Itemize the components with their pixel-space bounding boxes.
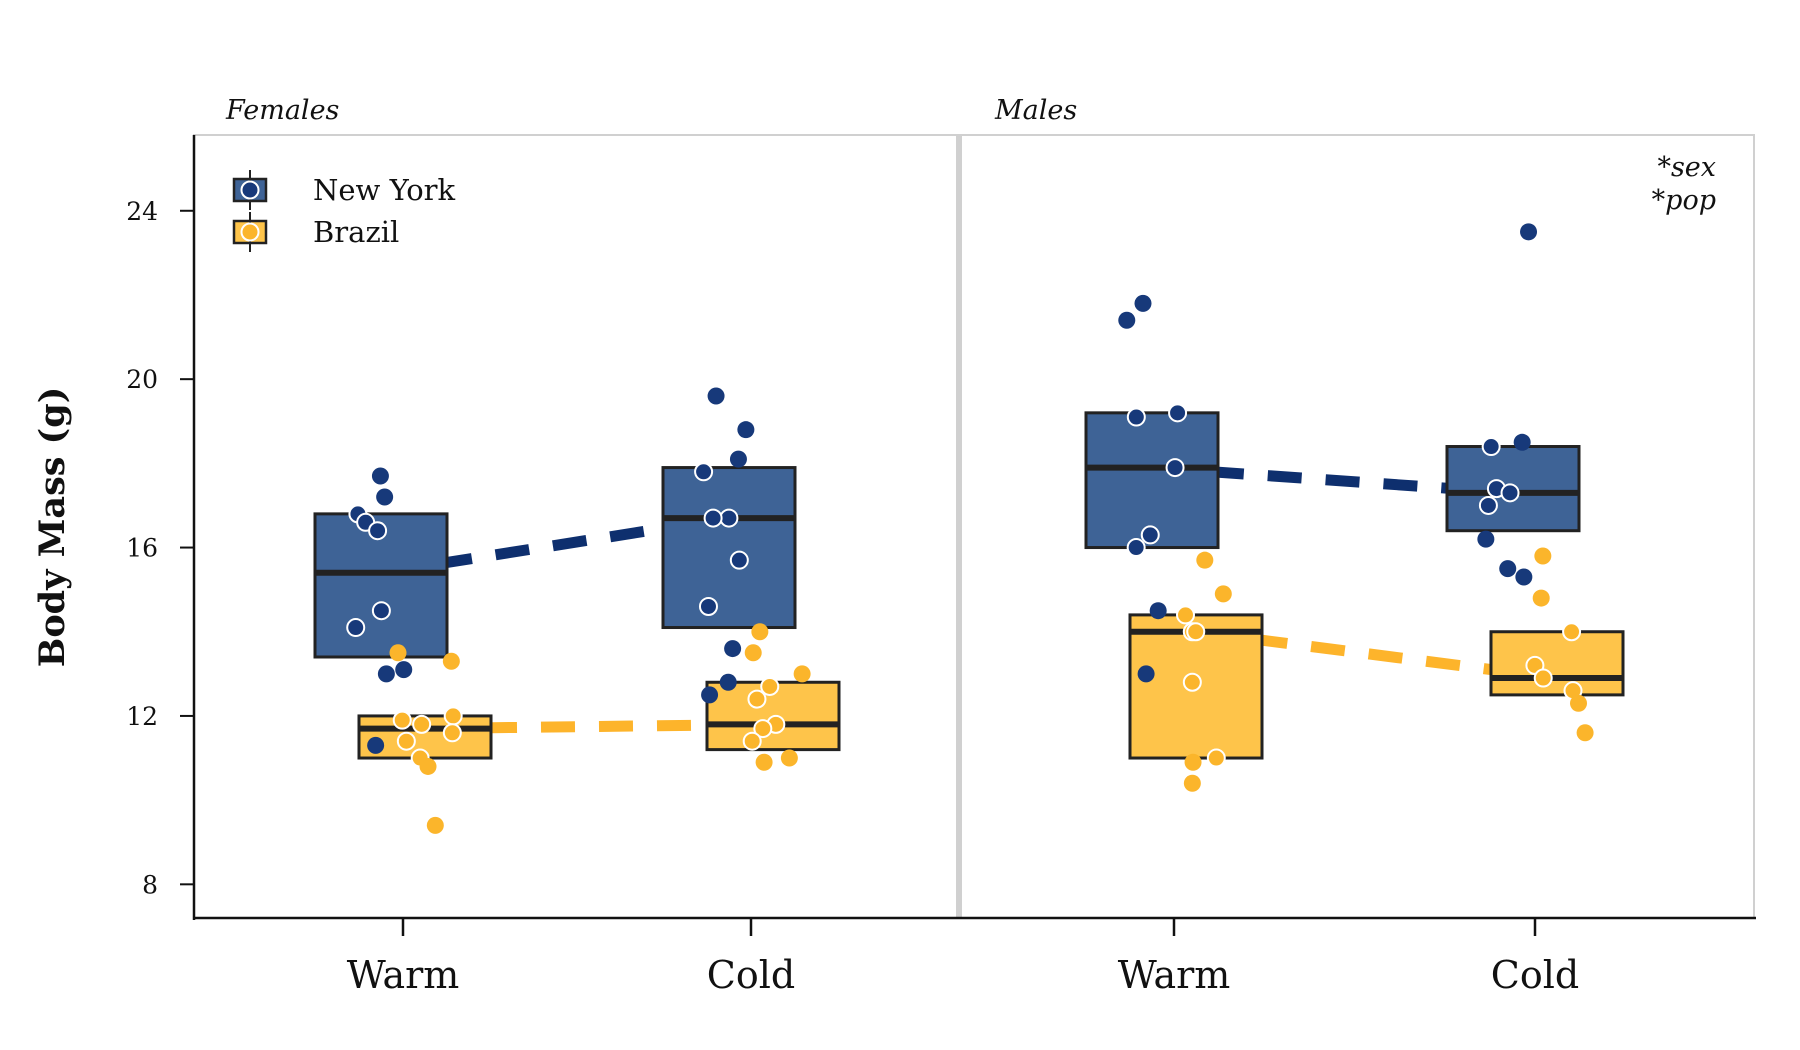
data-point xyxy=(389,644,407,662)
data-point xyxy=(719,508,739,528)
data-point xyxy=(1520,223,1538,241)
x-tick-label: Cold xyxy=(707,953,795,997)
data-point xyxy=(396,731,416,751)
data-point xyxy=(694,462,714,482)
data-point xyxy=(1562,622,1582,642)
data-point xyxy=(1534,547,1552,565)
data-point xyxy=(442,652,460,670)
y-tick-label: 20 xyxy=(126,365,158,394)
data-point xyxy=(1196,551,1214,569)
data-point xyxy=(737,421,755,439)
legend-label: New York xyxy=(313,173,456,207)
box-new-york xyxy=(661,466,797,630)
data-point xyxy=(742,731,762,751)
data-point xyxy=(1477,530,1495,548)
data-point xyxy=(1184,753,1202,771)
data-point xyxy=(1137,665,1155,683)
data-point xyxy=(392,710,412,730)
data-point xyxy=(1206,748,1226,768)
data-point xyxy=(395,661,413,679)
data-point xyxy=(371,601,391,621)
data-point xyxy=(703,508,723,528)
data-point xyxy=(1481,437,1501,457)
x-tick-label: Cold xyxy=(1491,953,1579,997)
data-point xyxy=(426,816,444,834)
x-tick-label: Warm xyxy=(347,953,460,997)
data-point xyxy=(1126,407,1146,427)
panel-title: Males xyxy=(994,95,1077,126)
panel-title: Females xyxy=(225,95,339,126)
data-point xyxy=(371,467,389,485)
box-new-york xyxy=(1084,411,1220,550)
data-point xyxy=(1182,672,1202,692)
data-point xyxy=(1478,495,1498,515)
data-point xyxy=(1175,605,1195,625)
data-point xyxy=(1570,694,1588,712)
data-point xyxy=(747,689,767,709)
data-point xyxy=(760,676,780,696)
data-point xyxy=(753,719,773,739)
data-point xyxy=(1214,585,1232,603)
data-point xyxy=(729,550,749,570)
data-point xyxy=(751,623,769,641)
x-tick-label: Warm xyxy=(1118,953,1231,997)
legend-item: Brazil xyxy=(232,212,399,252)
data-point xyxy=(755,753,773,771)
data-point xyxy=(793,665,811,683)
legend-label: Brazil xyxy=(313,215,399,249)
data-point xyxy=(1183,774,1201,792)
data-point xyxy=(1532,589,1550,607)
box-brazil xyxy=(1489,630,1625,697)
legend-marker xyxy=(240,180,260,200)
data-point xyxy=(419,757,437,775)
data-point xyxy=(346,618,366,638)
data-point xyxy=(698,596,718,616)
data-point xyxy=(368,521,388,541)
y-axis-label: Body Mass (g) xyxy=(32,387,73,668)
y-tick-label: 24 xyxy=(126,197,158,226)
panel-frame xyxy=(193,134,960,919)
data-point xyxy=(443,706,463,726)
data-point xyxy=(729,450,747,468)
data-point xyxy=(367,736,385,754)
data-point xyxy=(1149,602,1167,620)
y-tick-label: 8 xyxy=(142,870,158,899)
data-point xyxy=(1168,403,1188,423)
data-point xyxy=(1126,538,1146,558)
legend-item: New York xyxy=(232,170,456,210)
data-point xyxy=(412,714,432,734)
data-point xyxy=(1515,568,1533,586)
data-point xyxy=(701,686,719,704)
data-point xyxy=(442,723,462,743)
data-point xyxy=(707,387,725,405)
data-point xyxy=(377,665,395,683)
data-point xyxy=(744,644,762,662)
data-point xyxy=(1500,483,1520,503)
legend-marker xyxy=(240,222,260,242)
data-point xyxy=(1186,622,1206,642)
data-point xyxy=(719,673,737,691)
y-tick-label: 16 xyxy=(126,534,158,563)
data-point xyxy=(1118,311,1136,329)
significance-annotation: *sex xyxy=(1657,152,1716,183)
data-point xyxy=(376,488,394,506)
data-point xyxy=(1513,433,1531,451)
data-point xyxy=(724,640,742,658)
data-point xyxy=(780,749,798,767)
data-point xyxy=(1134,294,1152,312)
data-point xyxy=(1533,668,1553,688)
y-tick-label: 12 xyxy=(126,702,158,731)
data-point xyxy=(1576,724,1594,742)
significance-annotation: *pop xyxy=(1652,185,1716,216)
data-point xyxy=(1140,525,1160,545)
panel-frame xyxy=(958,134,1755,919)
data-point xyxy=(1165,458,1185,478)
data-point xyxy=(1499,560,1517,578)
